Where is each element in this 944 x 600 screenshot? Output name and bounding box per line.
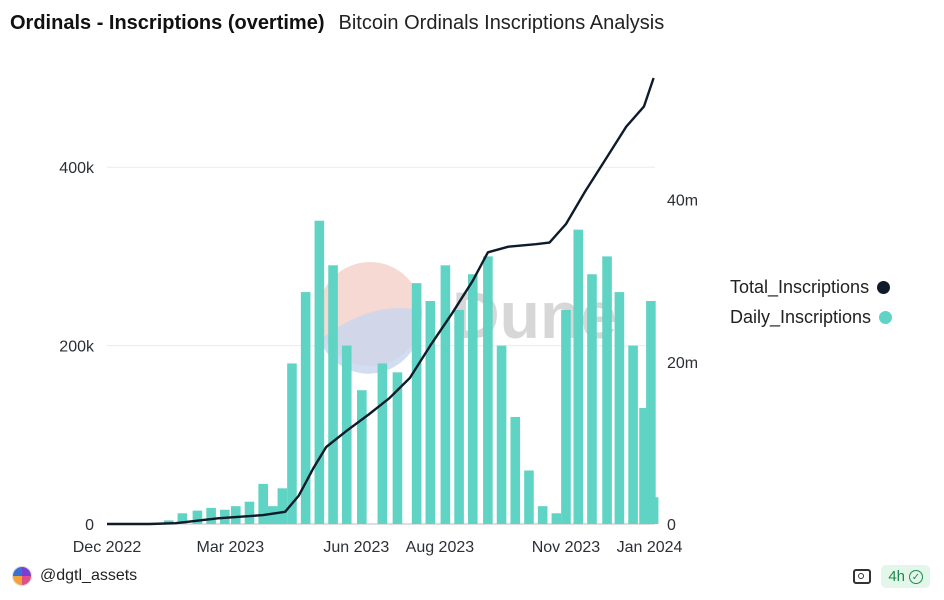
daily-bar [287, 363, 297, 524]
daily-bar [602, 256, 612, 524]
daily-bar [537, 506, 548, 524]
daily-bar [230, 506, 241, 524]
y-left-tick-label: 0 [85, 517, 94, 534]
daily-bar [573, 229, 584, 524]
footer-actions: 4h ✓ [853, 565, 930, 588]
y-right-tick-label: 0 [667, 517, 676, 534]
legend-label-total: Total_Inscriptions [730, 276, 870, 297]
daily-bar [483, 256, 493, 524]
x-tick-label: Aug 2023 [406, 539, 475, 556]
daily-bar [341, 345, 352, 524]
y-left-tick-label: 200k [59, 339, 95, 356]
daily-inscriptions-bars [163, 220, 659, 524]
legend-item-total[interactable]: Total_Inscriptions [730, 272, 892, 302]
daily-bar [510, 416, 521, 524]
check-circle-icon: ✓ [909, 569, 923, 584]
daily-bar [300, 292, 311, 524]
x-tick-label: Jan 2024 [617, 539, 683, 556]
daily-bar [411, 283, 422, 524]
daily-bar [425, 301, 436, 524]
camera-icon[interactable] [853, 569, 872, 584]
daily-bar [277, 488, 288, 524]
chart-header: Ordinals - Inscriptions (overtime) Bitco… [10, 12, 664, 35]
daily-bar [467, 274, 478, 524]
legend-label-daily: Daily_Inscriptions [730, 306, 872, 327]
legend-item-daily[interactable]: Daily_Inscriptions [730, 302, 893, 332]
author-name[interactable]: @dgtl_assets [40, 567, 138, 584]
daily-bar [561, 309, 571, 524]
daily-bar [628, 345, 638, 524]
freshness-badge[interactable]: 4h ✓ [881, 565, 930, 588]
daily-bar [177, 513, 188, 524]
x-tick-label: Jun 2023 [323, 539, 389, 556]
daily-bar [551, 513, 562, 524]
daily-bar [440, 265, 451, 524]
freshness-label: 4h [888, 568, 905, 585]
daily-bar [244, 501, 255, 524]
daily-bar [392, 372, 403, 524]
daily-bar [192, 510, 203, 524]
total-line [107, 77, 655, 526]
daily-bar [258, 483, 268, 524]
y-left-tick-label: 400k [59, 160, 95, 177]
daily-bar [454, 309, 464, 524]
y-right-tick-label: 20m [667, 355, 698, 372]
daily-bar [639, 408, 649, 524]
daily-bar [587, 274, 597, 524]
daily-bar [267, 506, 278, 524]
daily-bar [614, 292, 625, 524]
y-right-tick-label: 40m [667, 193, 698, 210]
x-tick-label: Mar 2023 [197, 539, 265, 556]
total-inscriptions-line [107, 77, 655, 526]
dune-watermark: Dune [318, 262, 617, 374]
daily-bar [328, 265, 338, 524]
legend-dot-total-icon [877, 280, 891, 294]
daily-bar [496, 345, 507, 524]
daily-bar [314, 220, 325, 524]
legend: Total_Inscriptions Daily_Inscriptions [730, 272, 893, 332]
avatar [12, 566, 32, 586]
x-tick-label: Dec 2022 [73, 539, 142, 556]
daily-bar [206, 507, 216, 524]
chart-title: Ordinals - Inscriptions (overtime) [10, 12, 325, 34]
legend-dot-daily-icon [879, 310, 893, 324]
x-tick-label: Nov 2023 [532, 539, 601, 556]
daily-bar [648, 497, 659, 524]
daily-bar [377, 363, 388, 524]
daily-bar [357, 390, 367, 524]
chart-subtitle: Bitcoin Ordinals Inscriptions Analysis [338, 12, 665, 34]
daily-bar [646, 301, 656, 524]
daily-bar [524, 470, 534, 524]
author-link[interactable]: @dgtl_assets [12, 566, 137, 586]
